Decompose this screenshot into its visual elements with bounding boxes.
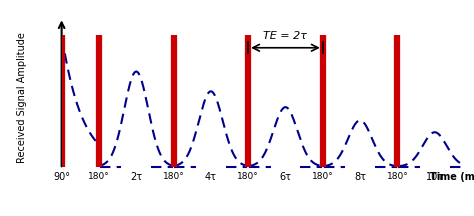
Text: 180°: 180° xyxy=(237,172,259,181)
Text: 6τ: 6τ xyxy=(280,172,292,182)
Text: 4τ: 4τ xyxy=(205,172,217,182)
Text: 180°: 180° xyxy=(386,172,408,181)
Text: 180°: 180° xyxy=(88,172,110,181)
Text: Time (ms): Time (ms) xyxy=(429,172,474,182)
Text: 90°: 90° xyxy=(53,172,70,182)
Text: Received Signal Amplitude: Received Signal Amplitude xyxy=(18,32,27,163)
Text: 8τ: 8τ xyxy=(354,172,366,182)
Text: 2τ: 2τ xyxy=(130,172,142,182)
Text: TE = 2τ: TE = 2τ xyxy=(264,31,308,41)
Text: 180°: 180° xyxy=(312,172,334,181)
Text: 180°: 180° xyxy=(163,172,184,181)
Text: 10τ: 10τ xyxy=(426,172,444,182)
